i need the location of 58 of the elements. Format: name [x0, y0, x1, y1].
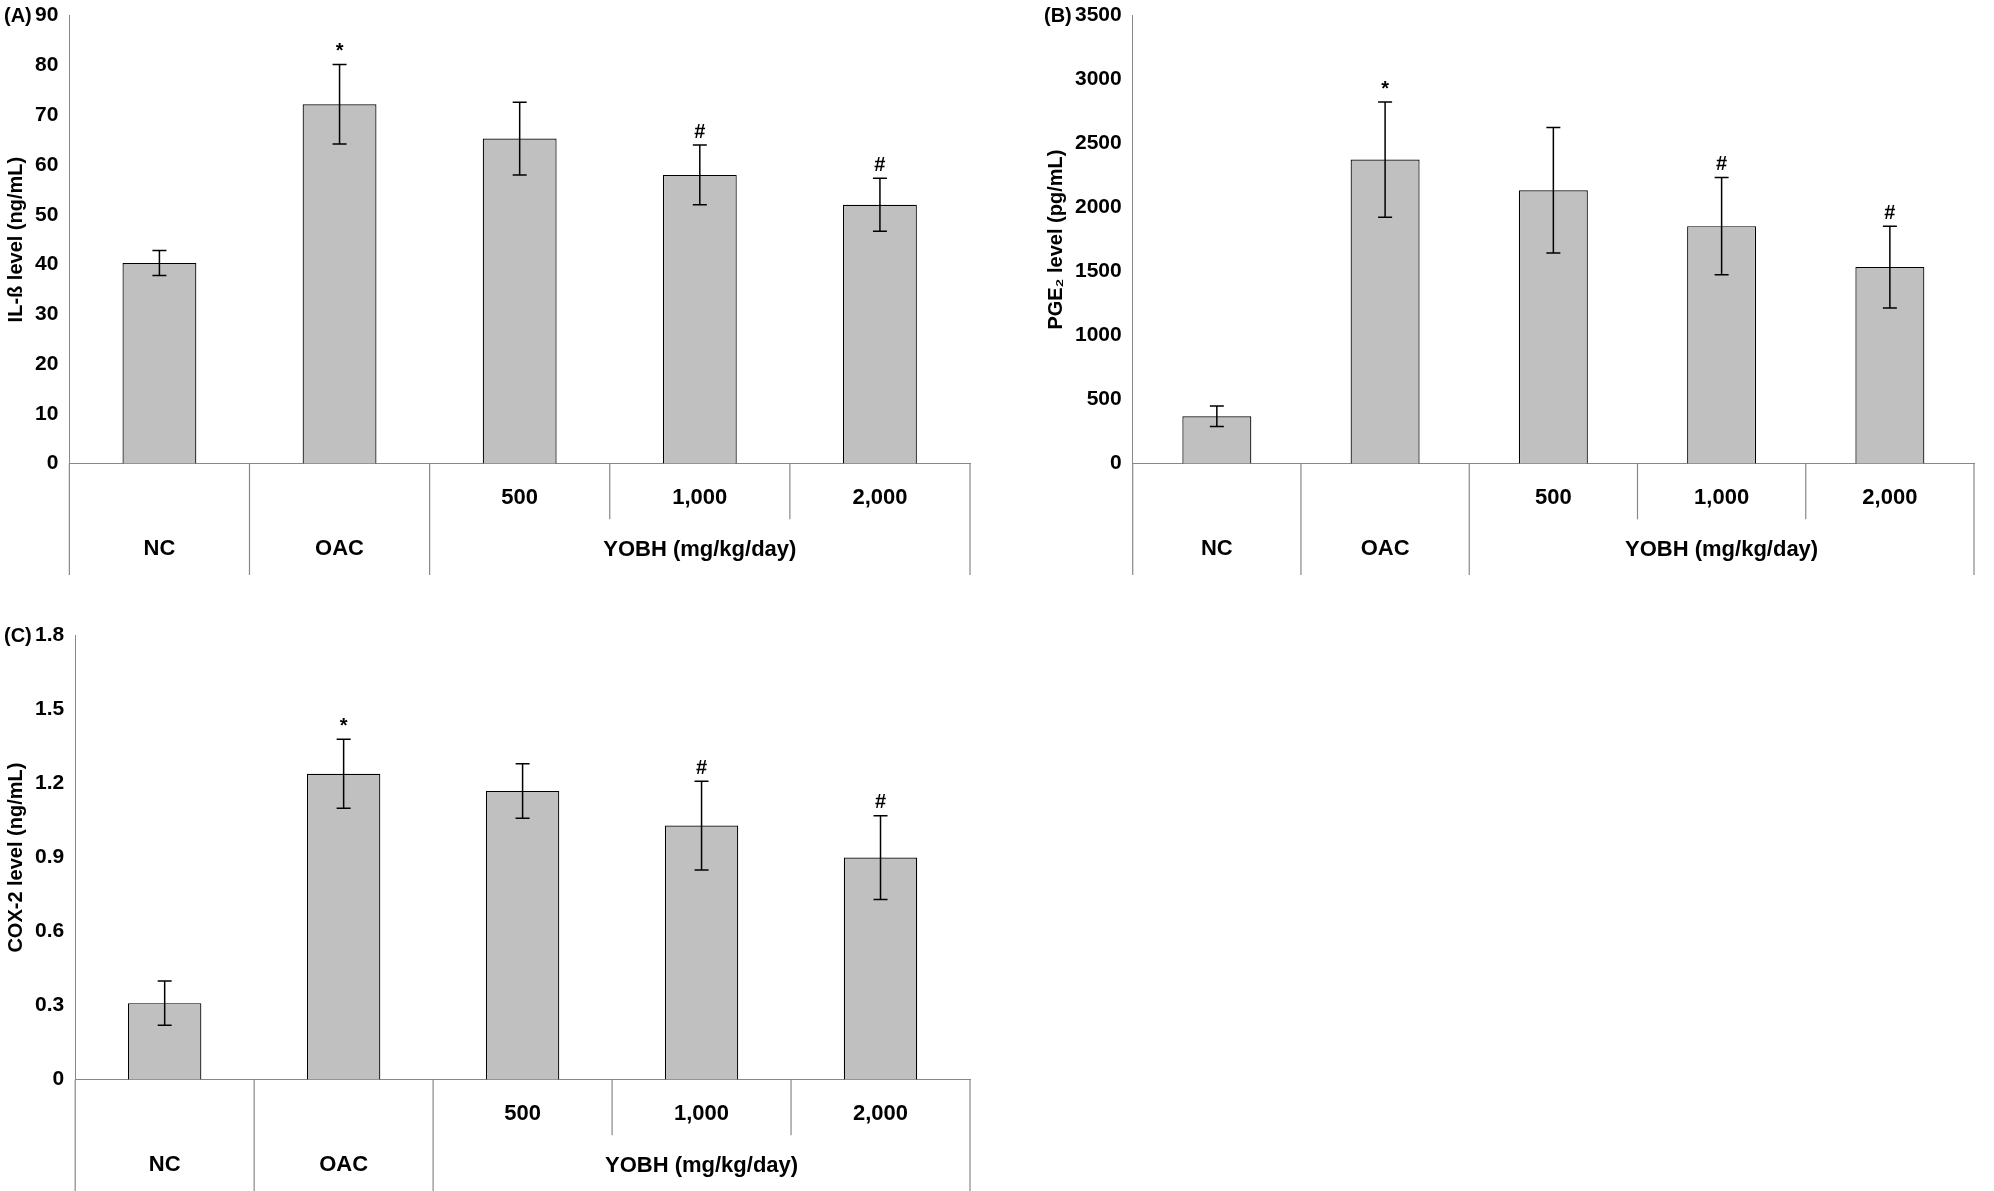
y-tick-label: 20 — [35, 350, 59, 374]
data-label: # — [694, 119, 706, 142]
y-tick-label: 1000 — [1075, 322, 1122, 346]
data-label: # — [1716, 152, 1728, 175]
x-tick-label: OAC — [315, 535, 365, 561]
x-tick-label: 500 — [1535, 483, 1572, 509]
x-tick-label: 2,000 — [852, 1099, 909, 1125]
y-tick-label: 70 — [35, 101, 59, 125]
chart-title: (A) — [4, 3, 32, 26]
y-tick-label: 2000 — [1075, 194, 1122, 218]
y-tick-label: 0.3 — [34, 992, 65, 1016]
y-tick-label: 3500 — [1075, 2, 1122, 26]
data-label: * — [1381, 76, 1390, 99]
chart-title: (B) — [1044, 3, 1072, 26]
x-tick-label: 500 — [501, 483, 539, 509]
y-tick-label: 0 — [1110, 450, 1122, 474]
x-tick-label: 1,000 — [1694, 483, 1750, 509]
x-tick-label: NC — [1200, 535, 1233, 561]
y-axis-title: IL-ß level (ng/mL) — [3, 156, 26, 323]
y-tick-label: 2500 — [1075, 130, 1122, 154]
x-tick-label: 1,000 — [674, 1099, 730, 1125]
x-tick-label: OAC — [1360, 535, 1410, 561]
y-tick-label: 90 — [35, 2, 59, 26]
chart-title: (C) — [4, 623, 32, 646]
y-tick-label: 0 — [52, 1066, 65, 1090]
x-tick-label: 2,000 — [1862, 483, 1918, 509]
y-tick-label: 500 — [1086, 386, 1122, 410]
y-tick-label: 1500 — [1075, 258, 1122, 282]
data-label: # — [874, 152, 886, 175]
y-tick-label: 60 — [35, 151, 59, 175]
x-tick-label: 500 — [504, 1099, 541, 1125]
x-axis-title: YOBH (mg/kg/day) — [603, 536, 797, 561]
x-tick-label: NC — [148, 1151, 181, 1177]
x-tick-label: 1,000 — [672, 483, 728, 509]
x-tick-label: OAC — [319, 1151, 369, 1177]
data-label: * — [335, 38, 344, 61]
y-tick-label: 10 — [35, 400, 59, 424]
data-label: # — [874, 790, 887, 813]
x-axis-title: YOBH (mg/kg/day) — [1625, 536, 1819, 561]
x-axis-title: YOBH (mg/kg/day) — [604, 1152, 799, 1177]
y-tick-label: 1.2 — [34, 770, 65, 794]
y-tick-label: 40 — [35, 251, 59, 275]
y-tick-label: 0.6 — [34, 918, 65, 942]
x-tick-label: NC — [143, 535, 176, 561]
y-tick-label: 0.9 — [34, 844, 65, 868]
y-tick-label: 1.8 — [34, 622, 65, 646]
y-tick-label: 1.5 — [34, 696, 65, 720]
y-tick-label: 50 — [35, 201, 59, 225]
y-tick-label: 3000 — [1075, 66, 1122, 90]
data-label: * — [339, 713, 348, 736]
y-tick-label: 0 — [46, 450, 59, 474]
data-label: # — [696, 755, 708, 778]
y-tick-label: 30 — [35, 301, 59, 325]
data-label: # — [1884, 200, 1896, 223]
y-tick-label: 80 — [35, 52, 59, 76]
y-axis-title: COX-2 level (ng/mL) — [3, 762, 26, 953]
y-axis-title: PGE₂ level (pg/mL) — [1043, 149, 1066, 330]
x-tick-label: 2,000 — [852, 483, 908, 509]
